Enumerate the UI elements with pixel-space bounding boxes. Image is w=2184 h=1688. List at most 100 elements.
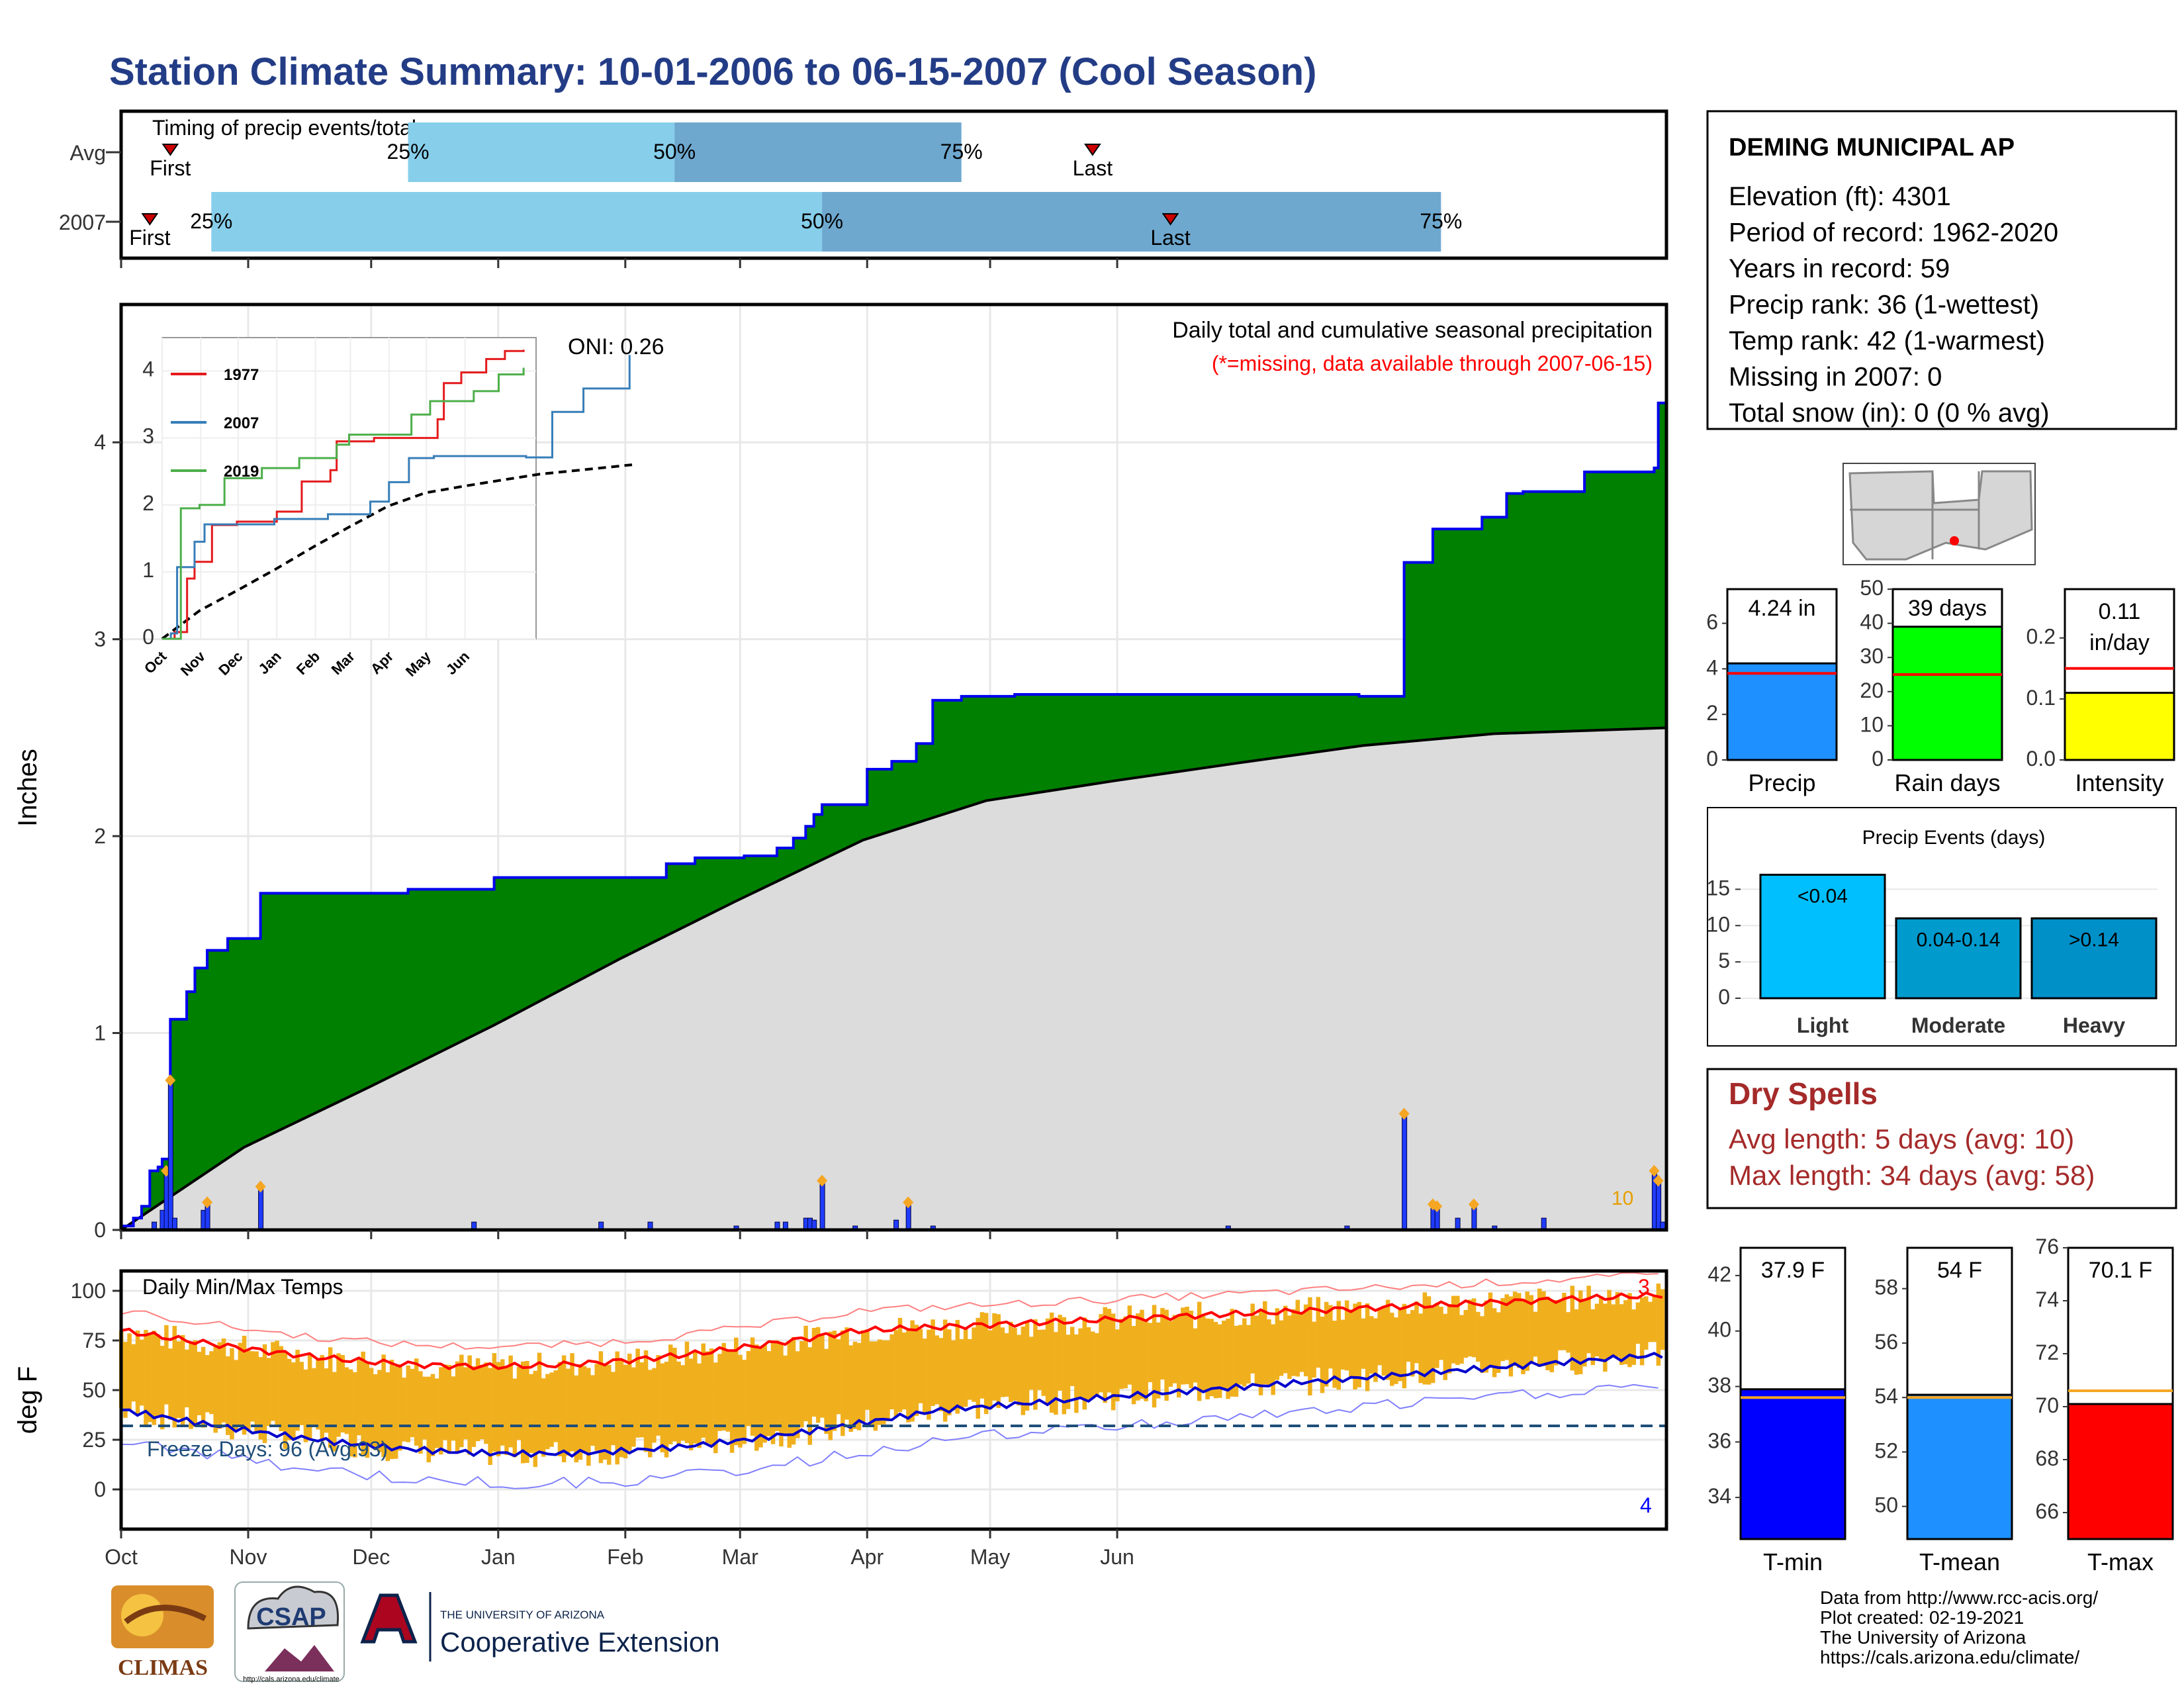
temp-summary-tick-label: 66 xyxy=(2035,1499,2059,1523)
daily-precip-bar xyxy=(172,1217,178,1231)
daily-temp-bar xyxy=(1123,1316,1128,1389)
dry-spells-box: Dry Spells Avg length: 5 days (avg: 10) … xyxy=(1706,1068,2177,1209)
daily-temp-bar xyxy=(656,1355,660,1436)
daily-temp-bar xyxy=(1582,1299,1587,1367)
daily-temp-bar xyxy=(357,1360,361,1436)
daily-temp-bar xyxy=(365,1362,370,1458)
summary-tick-label: 0.2 xyxy=(2026,625,2056,649)
daily-temp-bar xyxy=(1271,1324,1275,1395)
average-cumulative-line xyxy=(120,726,1667,1231)
daily-temp-bar xyxy=(508,1355,513,1448)
daily-temp-bar xyxy=(1312,1321,1316,1378)
daily-temp-bar xyxy=(1131,1326,1136,1405)
daily-temp-bar xyxy=(410,1368,415,1438)
last-label: Last xyxy=(1150,226,1191,250)
daily-temp-bar xyxy=(299,1362,304,1425)
daily-temp-bar xyxy=(795,1351,800,1438)
daily-temp-bar xyxy=(148,1335,152,1423)
daily-temp-bar xyxy=(709,1348,714,1447)
temp-summary-tick-label: 50 xyxy=(1874,1493,1898,1517)
daily-temp-bar xyxy=(377,1370,382,1452)
daily-temp-bar xyxy=(848,1345,853,1432)
daily-temp-bar xyxy=(451,1376,456,1441)
daily-temp-bar xyxy=(537,1352,542,1454)
daily-temp-bar xyxy=(1107,1309,1112,1393)
daily-temp-bar xyxy=(1398,1309,1402,1382)
daily-temp-bar xyxy=(418,1371,423,1454)
daily-temp-bar xyxy=(889,1334,894,1410)
daily-temp-bar xyxy=(652,1368,657,1443)
station-info-line: Years in record: 59 xyxy=(1729,254,1950,283)
daily-temp-bar xyxy=(205,1355,210,1413)
daily-temp-bar xyxy=(1627,1293,1632,1368)
daily-temp-bar xyxy=(389,1360,394,1460)
daily-temp-bar xyxy=(123,1342,128,1418)
daily-temp-bar xyxy=(1508,1296,1514,1377)
events-tick-label: 0 xyxy=(1718,985,1730,1009)
daily-temp-bar xyxy=(496,1362,501,1457)
daily-temp-bar xyxy=(914,1325,919,1417)
daily-temp-bar xyxy=(959,1338,964,1409)
daily-temp-bar xyxy=(1197,1301,1202,1401)
timing-p25-label: 25% xyxy=(387,140,430,164)
temp-summary-label: T-max xyxy=(2087,1548,2154,1575)
daily-temp-bar xyxy=(246,1350,251,1431)
daily-temp-bar xyxy=(336,1353,341,1437)
daily-temp-bar xyxy=(275,1340,279,1425)
daily-temp-bar xyxy=(1443,1313,1448,1380)
daily-temp-bar xyxy=(1369,1316,1374,1374)
daily-temp-bar xyxy=(1066,1335,1071,1409)
daily-temp-bar xyxy=(799,1340,804,1428)
csap-logo-text: CSAP xyxy=(256,1603,326,1631)
daily-temp-bar xyxy=(1361,1318,1366,1369)
daily-temp-bar xyxy=(434,1378,439,1448)
first-marker xyxy=(161,144,179,156)
precip-ylabel: Inches xyxy=(13,749,42,827)
daily-temp-bar xyxy=(631,1367,636,1447)
precip-events-panel: Precip Events (days) 0 5 10 15 <0.04 Light 0.0… xyxy=(1706,807,2177,1047)
daily-temp-bar xyxy=(328,1347,333,1448)
daily-temp-bar xyxy=(676,1361,681,1445)
daily-temp-bar xyxy=(893,1330,899,1417)
ua-big-text: Cooperative Extension xyxy=(440,1626,720,1658)
summary-tick-label: 4 xyxy=(1706,655,1718,679)
station-info-line: Elevation (ft): 4301 xyxy=(1729,182,1951,211)
timing-bar-25-50 xyxy=(408,122,675,182)
station-location-map xyxy=(1843,463,2036,565)
daily-temp-bar xyxy=(931,1319,935,1406)
daily-precip-bar xyxy=(1455,1217,1461,1231)
daily-temp-bar xyxy=(886,1340,890,1422)
first-label: First xyxy=(150,156,191,180)
daily-temp-bar xyxy=(549,1372,554,1447)
daily-temp-bar xyxy=(1164,1309,1169,1401)
temp-summary-label: T-min xyxy=(1763,1548,1823,1575)
daily-temp-bar xyxy=(594,1364,599,1451)
month-label: Mar xyxy=(722,1545,758,1569)
daily-temp-bar xyxy=(1250,1303,1255,1374)
daily-temp-bar xyxy=(1656,1284,1661,1366)
daily-temp-bar xyxy=(791,1336,796,1445)
station-info-line: Temp rank: 42 (1-warmest) xyxy=(1729,326,2045,355)
daily-temp-bar xyxy=(139,1339,144,1406)
station-name: DEMING MUNICIPAL AP xyxy=(1729,134,2015,162)
inset-series-2007 xyxy=(162,355,631,640)
temp-ytick-label: 25 xyxy=(82,1428,106,1452)
daily-temp-bar xyxy=(705,1351,710,1444)
daily-temp-bar xyxy=(439,1367,443,1455)
daily-temp-bar xyxy=(1017,1335,1021,1406)
daily-temp-bar xyxy=(1226,1319,1230,1399)
daily-temp-bar xyxy=(1275,1308,1280,1380)
daily-temp-bar xyxy=(1557,1300,1563,1350)
daily-temp-bar xyxy=(402,1378,406,1442)
daily-temp-bar xyxy=(1430,1307,1435,1383)
daily-temp-bar xyxy=(1193,1328,1198,1383)
timing-bar-50-75 xyxy=(822,192,1441,252)
daily-temp-bar xyxy=(1230,1309,1234,1397)
daily-temp-bar xyxy=(729,1350,735,1453)
daily-temp-bar xyxy=(1336,1301,1342,1390)
temp-summary-tick-label: 56 xyxy=(1874,1330,1898,1354)
daily-temp-bar xyxy=(152,1331,157,1425)
temp-summary-bar xyxy=(1906,1393,2013,1540)
daily-temp-bar xyxy=(545,1374,550,1450)
